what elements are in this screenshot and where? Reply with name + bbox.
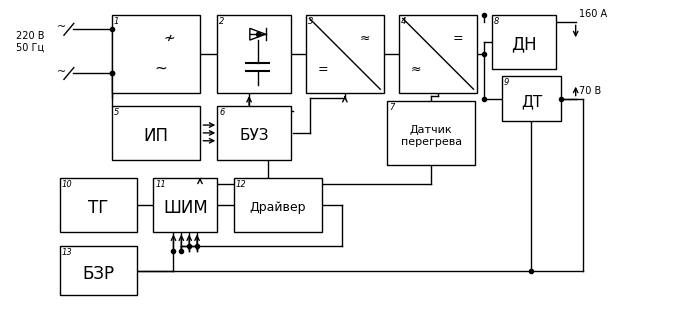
- Text: 7: 7: [389, 103, 394, 112]
- Text: БЗР: БЗР: [82, 265, 115, 283]
- Text: =: =: [452, 32, 463, 45]
- Text: 4: 4: [401, 17, 406, 26]
- Text: =: =: [317, 63, 328, 76]
- Text: ~: ~: [57, 66, 65, 76]
- Text: 9: 9: [504, 78, 510, 87]
- Text: ДН: ДН: [512, 36, 537, 54]
- Text: 160 А: 160 А: [578, 9, 607, 19]
- Text: 5: 5: [114, 108, 119, 117]
- Bar: [112, 15, 200, 93]
- Text: Драйвер: Драйвер: [250, 201, 306, 214]
- Bar: [305, 15, 384, 93]
- Text: ТГ: ТГ: [88, 198, 109, 217]
- Bar: [153, 178, 217, 232]
- Bar: [60, 178, 137, 232]
- Text: 6: 6: [219, 108, 224, 117]
- Bar: [234, 178, 322, 232]
- Text: 1: 1: [114, 17, 119, 26]
- Text: 2: 2: [219, 17, 224, 26]
- Bar: [112, 106, 200, 160]
- Text: 11: 11: [155, 180, 166, 188]
- Text: 3: 3: [307, 17, 313, 26]
- Text: ДТ: ДТ: [521, 94, 542, 109]
- Text: 70 В: 70 В: [578, 85, 601, 95]
- Text: БУЗ: БУЗ: [239, 128, 269, 144]
- Text: 8: 8: [494, 17, 499, 26]
- Text: ≈: ≈: [359, 32, 370, 45]
- Text: Датчик
перегрева: Датчик перегрева: [401, 125, 462, 147]
- Bar: [60, 246, 137, 295]
- Text: ШИМ: ШИМ: [163, 198, 208, 217]
- Bar: [502, 76, 561, 121]
- Bar: [387, 101, 475, 165]
- Bar: [217, 15, 291, 93]
- Bar: [399, 15, 477, 93]
- Text: ≈: ≈: [411, 63, 421, 76]
- Bar: [492, 15, 556, 69]
- Text: 10: 10: [62, 180, 73, 188]
- Text: ≁: ≁: [164, 31, 175, 45]
- Text: ИП: ИП: [144, 127, 168, 145]
- Text: 220 В
50 Гц: 220 В 50 Гц: [16, 31, 44, 53]
- Bar: [217, 106, 291, 160]
- Text: 12: 12: [236, 180, 247, 188]
- Text: ~: ~: [154, 61, 167, 76]
- Text: 13: 13: [62, 248, 73, 257]
- Text: ~: ~: [57, 22, 65, 32]
